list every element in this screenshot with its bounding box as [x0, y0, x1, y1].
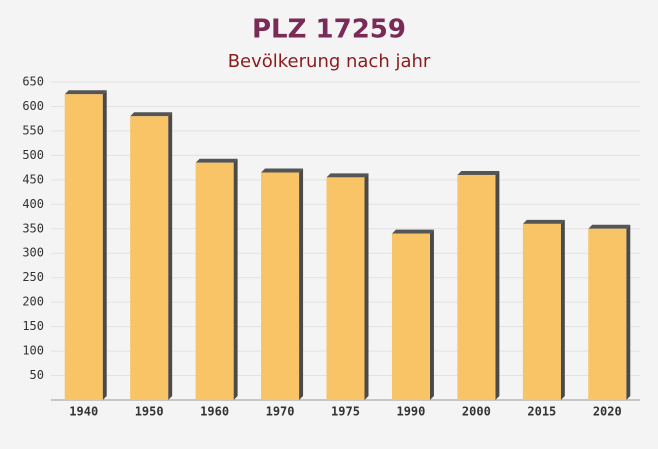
bar-side [364, 173, 369, 400]
bar [261, 172, 300, 400]
chart-subtitle: Bevölkerung nach jahr [228, 51, 431, 72]
bar-top [522, 219, 565, 224]
y-tick-label: 350 [22, 221, 44, 235]
bar-side [560, 219, 565, 400]
bar-top [326, 173, 369, 178]
bar-top [457, 170, 500, 175]
y-tick-label: 300 [22, 246, 44, 260]
bar-side [233, 158, 238, 400]
bar [64, 94, 103, 400]
bar-side [626, 224, 631, 400]
x-tick-label: 1940 [69, 405, 98, 419]
y-tick-label: 100 [22, 344, 44, 358]
y-tick-label: 250 [22, 270, 44, 284]
x-tick-label: 1990 [396, 405, 425, 419]
bar-top [195, 158, 238, 163]
bar-side [429, 229, 434, 400]
x-tick-label: 1970 [266, 405, 295, 419]
bar [195, 162, 234, 400]
bar [457, 174, 496, 400]
bar-side [102, 90, 107, 400]
chart-title: PLZ 17259 [252, 15, 406, 45]
bar [326, 177, 365, 400]
x-tick-label: 2015 [527, 405, 556, 419]
bar-top [261, 168, 304, 173]
bar-side [168, 112, 173, 400]
y-tick-label: 50 [30, 368, 44, 382]
bar [130, 116, 169, 400]
bar [522, 223, 561, 400]
x-tick-label: 2000 [462, 405, 491, 419]
y-tick-label: 400 [22, 197, 44, 211]
y-tick-label: 450 [22, 172, 44, 186]
bar-side [495, 170, 500, 400]
bar-top [64, 90, 107, 95]
y-tick-label: 550 [22, 123, 44, 137]
bar [588, 228, 627, 400]
y-tick-label: 200 [22, 295, 44, 309]
bar-side [299, 168, 304, 400]
bar-top [130, 112, 173, 117]
bar [391, 233, 430, 400]
x-tick-label: 1960 [200, 405, 229, 419]
y-tick-label: 500 [22, 148, 44, 162]
y-tick-label: 600 [22, 99, 44, 113]
x-tick-label: 2020 [593, 405, 622, 419]
bar-top [588, 224, 631, 229]
y-tick-label: 650 [22, 75, 44, 89]
x-tick-label: 1950 [135, 405, 164, 419]
x-tick-label: 1975 [331, 405, 360, 419]
y-tick-label: 150 [22, 319, 44, 333]
bar-top [391, 229, 434, 234]
